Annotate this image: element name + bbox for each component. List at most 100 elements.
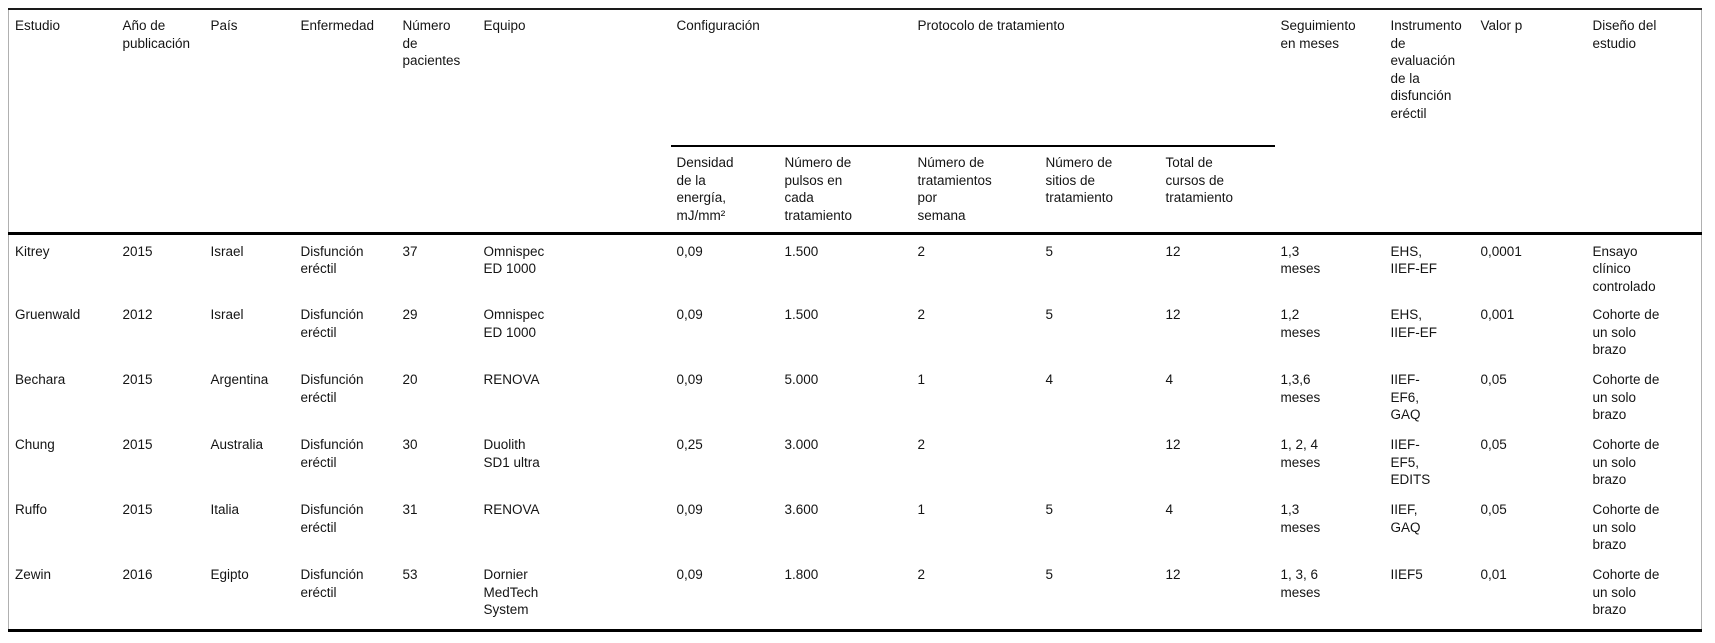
col-subheader-cursos: Total de cursos de tratamiento	[1165, 155, 1234, 205]
cell-valor-p: 0,05	[1480, 502, 1507, 517]
cell-enfermedad: Disfunción eréctil	[300, 307, 364, 340]
cell-instrumento: IIEF- EF5, EDITS	[1390, 437, 1431, 487]
cell-enfermedad: Disfunción eréctil	[300, 372, 364, 405]
col-group-configuracion: Configuración	[670, 9, 912, 147]
cell-anio: 2015	[122, 502, 153, 517]
cell-semana: 2	[917, 307, 926, 322]
cell-sitios: 4	[1045, 372, 1054, 387]
col-subheader-densidad: Densidad de la energía, mJ/mm²	[676, 155, 734, 223]
cell-anio: 2012	[122, 307, 153, 322]
col-header-equipo: Equipo	[483, 18, 526, 33]
cell-sitios: 5	[1045, 307, 1054, 322]
cell-diseno: Cohorte de un solo brazo	[1592, 567, 1660, 617]
cell-valor-p: 0,0001	[1474, 231, 1587, 298]
table-header: Estudio Año de publicación País Enfermed…	[9, 9, 1702, 233]
cell-equipo: Duolith SD1 ultra	[483, 437, 540, 470]
cell-densidad: 0,25	[676, 437, 703, 452]
col-group-protocolo: Protocolo de tratamiento	[911, 9, 1275, 147]
table-row: Bechara 2015 Argentina Disfunción erécti…	[9, 363, 1702, 428]
cell-seguimiento: 1,3 meses	[1280, 502, 1321, 535]
cell-diseno: Cohorte de un solo brazo	[1592, 372, 1660, 422]
cell-pais: Egipto	[210, 567, 249, 582]
cell-densidad: 0,09	[670, 231, 779, 298]
cell-instrumento: IIEF- EF6, GAQ	[1390, 372, 1421, 422]
cell-cursos: 12	[1165, 437, 1181, 452]
cell-pulsos: 1.500	[784, 307, 819, 322]
table-row: Gruenwald 2012 Israel Disfunción eréctil…	[9, 298, 1702, 363]
cell-estudio: Ruffo	[15, 502, 48, 517]
cell-semana: 1	[917, 502, 926, 517]
cell-pacientes: 31	[402, 502, 418, 517]
cell-pulsos: 1.500	[778, 231, 912, 298]
cell-pulsos: 3.000	[784, 437, 819, 452]
cell-equipo: RENOVA	[483, 502, 540, 517]
cell-diseno: Cohorte de un solo brazo	[1592, 307, 1660, 357]
cell-pulsos: 1.800	[784, 567, 819, 582]
header-group-row: Estudio Año de publicación País Enfermed…	[9, 9, 1702, 147]
cell-semana: 2	[911, 231, 1040, 298]
cell-sitios: 5	[1045, 502, 1054, 517]
cell-semana: 1	[917, 372, 926, 387]
cell-cursos: 12	[1159, 231, 1275, 298]
col-subheader-sitios: Número de sitios de tratamiento	[1045, 155, 1114, 205]
cell-instrumento: EHS, IIEF-EF	[1390, 307, 1438, 340]
cell-cursos: 4	[1165, 372, 1174, 387]
cell-valor-p: 0,05	[1480, 372, 1507, 387]
cell-densidad: 0,09	[676, 502, 703, 517]
col-header-diseno: Diseño del estudio	[1592, 18, 1657, 51]
cell-pacientes: 53	[402, 567, 418, 582]
cell-pulsos: 5.000	[784, 372, 819, 387]
cell-cursos: 12	[1165, 307, 1181, 322]
col-header-estudio: Estudio	[15, 18, 61, 33]
cell-enfermedad: Disfunción eréctil	[300, 567, 364, 600]
cell-pulsos: 3.600	[784, 502, 819, 517]
header-sub-row: Densidad de la energía, mJ/mm² Número de…	[9, 146, 1702, 233]
cell-instrumento: IIEF, GAQ	[1390, 502, 1421, 535]
cell-pacientes: 30	[402, 437, 418, 452]
col-header-instrumento: Instrumento de evaluación de la disfunci…	[1390, 18, 1462, 121]
cell-enfermedad: Disfunción eréctil	[294, 231, 397, 298]
cell-anio: 2016	[122, 567, 153, 582]
cell-densidad: 0,09	[676, 567, 703, 582]
cell-cursos: 4	[1165, 502, 1174, 517]
cell-pacientes: 29	[402, 307, 418, 322]
cell-estudio: Chung	[15, 437, 55, 452]
cell-semana: 2	[917, 567, 926, 582]
cell-enfermedad: Disfunción eréctil	[300, 437, 364, 470]
col-header-pais: País	[210, 18, 238, 33]
cell-densidad: 0,09	[676, 307, 703, 322]
cell-instrumento: EHS, IIEF-EF	[1384, 231, 1475, 298]
table-body: Kitrey 2015 Israel Disfunción eréctil 37…	[8, 231, 1702, 630]
cell-seguimiento: 1, 2, 4 meses	[1280, 437, 1321, 470]
cell-valor-p: 0,05	[1480, 437, 1507, 452]
cell-equipo: Omnispec ED 1000	[483, 307, 545, 340]
col-header-valor-p: Valor p	[1480, 18, 1523, 33]
cell-densidad: 0,09	[676, 372, 703, 387]
cell-diseno: Cohorte de un solo brazo	[1592, 502, 1660, 552]
cell-pais: Italia	[210, 502, 240, 517]
col-subheader-pulsos: Número de pulsos en cada tratamiento	[784, 155, 853, 223]
cell-anio: 2015	[122, 372, 153, 387]
cell-equipo: Omnispec ED 1000	[477, 231, 671, 298]
col-header-anio: Año de publicación	[122, 18, 191, 51]
table-row: Kitrey 2015 Israel Disfunción eréctil 37…	[8, 231, 1702, 298]
cell-valor-p: 0,01	[1480, 567, 1507, 582]
cell-valor-p: 0,001	[1480, 307, 1515, 322]
cell-semana: 2	[917, 437, 926, 452]
col-subheader-semana: Número de tratamientos por semana	[917, 155, 992, 223]
cell-sitios	[1040, 428, 1160, 493]
cell-pacientes: 20	[402, 372, 418, 387]
col-header-seguimiento: Seguimiento en meses	[1280, 18, 1356, 51]
cell-seguimiento: 1,3 meses	[1274, 231, 1385, 298]
col-header-pacientes: Número de pacientes	[402, 18, 461, 68]
cell-seguimiento: 1,3,6 meses	[1280, 372, 1321, 405]
cell-anio: 2015	[122, 437, 153, 452]
table-row: Ruffo 2015 Italia Disfunción eréctil 31 …	[9, 493, 1702, 558]
cell-pais: Australia	[210, 437, 264, 452]
cell-sitios: 5	[1045, 567, 1054, 582]
cell-pais: Argentina	[210, 372, 269, 387]
cell-pais: Israel	[210, 307, 244, 322]
cell-estudio: Kitrey	[8, 231, 117, 298]
cell-pais: Israel	[204, 231, 295, 298]
cell-cursos: 12	[1165, 567, 1181, 582]
